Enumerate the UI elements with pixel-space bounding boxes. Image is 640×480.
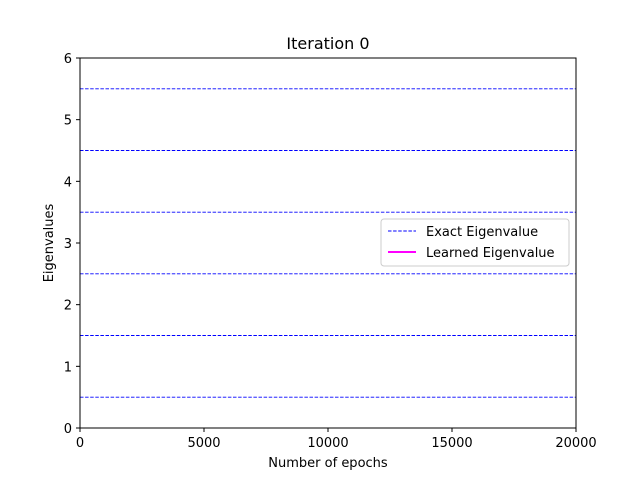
y-tick-label: 0 [64, 422, 72, 437]
x-tick-label: 0 [76, 436, 84, 451]
y-tick-label: 6 [64, 52, 72, 67]
legend: Exact Eigenvalue Learned Eigenvalue [380, 218, 570, 267]
exact-eigenvalue-lines [80, 88, 576, 398]
legend-exact-label: Exact Eigenvalue [426, 225, 538, 240]
chart-title: Iteration 0 [286, 34, 369, 53]
y-tick-label: 2 [64, 299, 72, 314]
y-tick-label: 5 [64, 114, 72, 129]
y-axis-ticks: 0 1 2 3 4 5 6 [64, 52, 80, 437]
x-axis-ticks: 0 5000 10000 15000 20000 [76, 428, 597, 451]
y-tick-label: 4 [64, 175, 72, 190]
x-tick-label: 20000 [555, 436, 596, 451]
legend-box [380, 218, 570, 267]
x-tick-label: 5000 [187, 436, 220, 451]
x-tick-label: 15000 [431, 436, 472, 451]
y-axis-label: Eigenvalues [42, 203, 57, 282]
x-axis-label: Number of epochs [268, 456, 388, 471]
y-tick-label: 1 [64, 360, 72, 375]
y-tick-label: 3 [64, 237, 72, 252]
x-tick-label: 10000 [307, 436, 348, 451]
legend-learned-label: Learned Eigenvalue [426, 246, 555, 261]
